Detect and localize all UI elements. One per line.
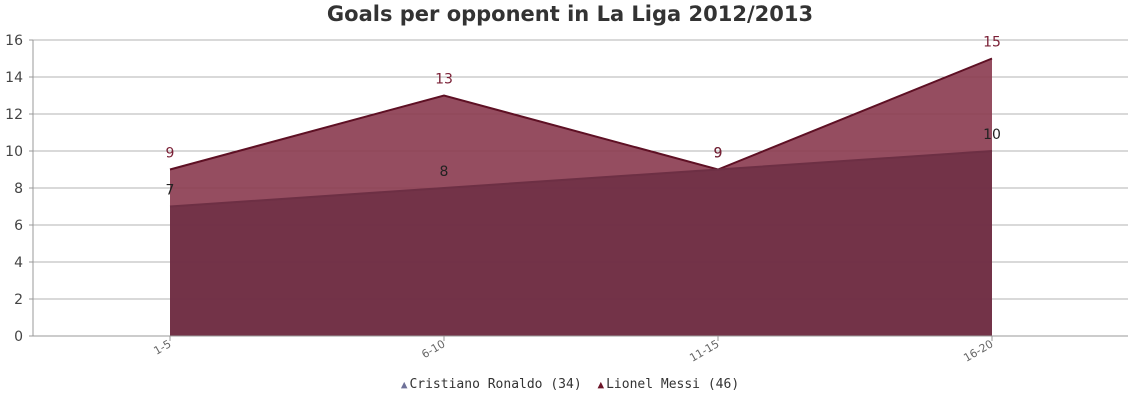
data-label: 15 xyxy=(983,35,1001,51)
series-line-messi xyxy=(169,57,993,171)
y-tick-label: 4 xyxy=(14,255,23,271)
data-label: 9 xyxy=(166,146,175,162)
series-areas xyxy=(169,57,993,336)
x-tick-label: 11-15 xyxy=(687,337,721,364)
data-label: 7 xyxy=(166,183,175,199)
triangle-marker-icon: ▲ xyxy=(400,378,408,391)
y-tick-label: 0 xyxy=(14,329,23,345)
legend-label: Cristiano Ronaldo (34) xyxy=(409,377,582,392)
series-line-ronaldo xyxy=(169,150,993,208)
y-tick-label: 12 xyxy=(5,107,23,123)
area-ronaldo xyxy=(170,151,992,336)
y-tick-label: 14 xyxy=(5,70,23,86)
legend-item-messi[interactable]: ▲ Lionel Messi (46) xyxy=(597,377,739,392)
y-tick-label: 6 xyxy=(14,218,23,234)
legend-label: Lionel Messi (46) xyxy=(606,377,740,392)
legend-item-ronaldo[interactable]: ▲ Cristiano Ronaldo (34) xyxy=(401,377,582,392)
y-tick-label: 8 xyxy=(14,181,23,197)
y-tick-label: 16 xyxy=(5,33,23,49)
triangle-marker-icon: ▲ xyxy=(597,378,605,391)
data-label: 10 xyxy=(983,127,1001,143)
chart-title: Goals per opponent in La Liga 2012/2013 xyxy=(326,2,814,26)
data-label: 8 xyxy=(440,164,449,180)
data-label: 9 xyxy=(714,146,723,162)
legend: ▲ Cristiano Ronaldo (34) ▲ Lionel Messi (4… xyxy=(0,377,1140,392)
data-label: 9 xyxy=(714,146,723,162)
y-tick-label: 10 xyxy=(5,144,23,160)
data-label: 13 xyxy=(435,72,453,88)
x-tick-label: 6-10 xyxy=(419,337,447,361)
x-tick-label: 16-20 xyxy=(961,337,995,364)
y-tick-label: 2 xyxy=(14,292,23,308)
